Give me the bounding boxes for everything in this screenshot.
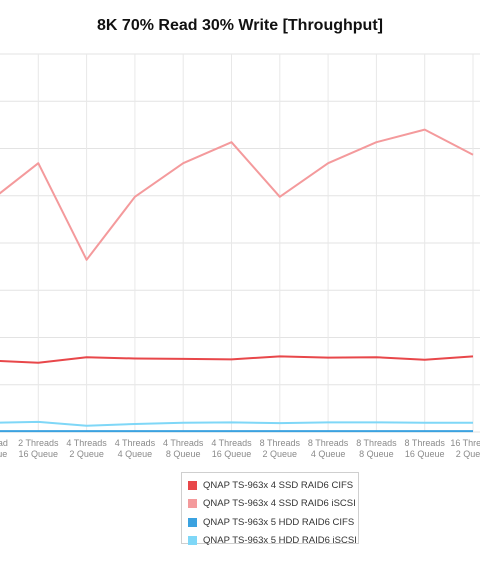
grid [0, 53, 480, 433]
x-tick-label: 8 Threads 8 Queue [356, 438, 397, 459]
series-line [0, 355, 474, 364]
legend-swatch [188, 499, 197, 509]
legend-label: QNAP TS-963x 4 SSD RAID6 CIFS [203, 479, 354, 491]
series-line [0, 420, 473, 427]
legend-label: QNAP TS-963x 4 SSD RAID6 iSCSI [203, 498, 356, 510]
x-tick-label: 2 Threads 16 Queue [18, 438, 59, 459]
legend-item: QNAP TS-963x 4 SSD RAID6 iSCSI [188, 495, 358, 514]
legend-item: QNAP TS-963x 4 SSD RAID6 CIFS [188, 476, 358, 495]
x-tick-label: 8 Threads 4 Queue [308, 438, 349, 459]
x-tick-label: 8 Threads 2 Queue [260, 438, 301, 459]
x-tick-label: 4 Threads 4 Queue [115, 438, 156, 459]
chart-title: 8K 70% Read 30% Write [Throughput] [97, 17, 383, 34]
legend-item: QNAP TS-963x 5 HDD RAID6 CIFS [188, 513, 358, 532]
legend-swatch [188, 536, 197, 546]
legend-label: QNAP TS-963x 5 HDD RAID6 CIFS [203, 516, 355, 528]
legend-swatch [188, 517, 197, 527]
series-layer [0, 128, 474, 433]
x-tick-label: 8 Threads 16 Queue [405, 438, 446, 459]
legend-swatch [188, 480, 197, 490]
legend-label: QNAP TS-963x 5 HDD RAID6 iSCSI [203, 535, 357, 547]
legend-item: QNAP TS-963x 5 HDD RAID6 iSCSI [188, 532, 358, 551]
x-tick-label: 1 Thread2 Queue [0, 438, 8, 459]
x-tick-label: 4 Threads 16 Queue [211, 438, 252, 459]
legend: QNAP TS-963x 4 SSD RAID6 CIFS QNAP TS-96… [181, 472, 359, 546]
x-tick-label: 4 Threads 8 Queue [163, 438, 204, 459]
x-tick-label: 4 Threads 2 Queue [66, 438, 107, 459]
series-line [0, 128, 474, 261]
